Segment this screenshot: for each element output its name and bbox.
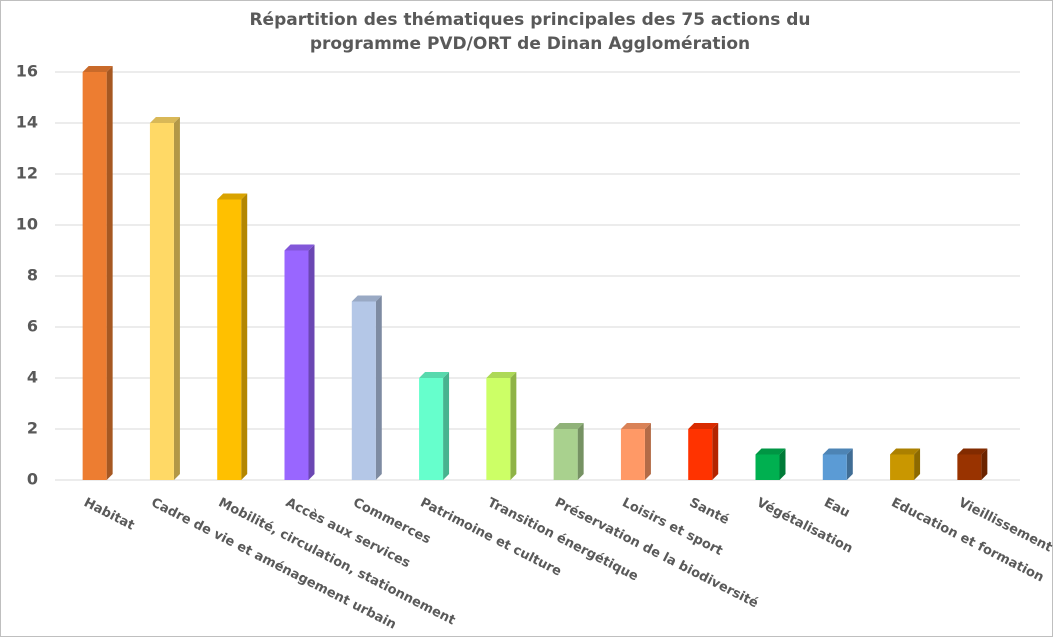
bar-side — [712, 423, 719, 480]
bar-top — [217, 193, 248, 200]
bar — [890, 454, 915, 480]
y-tick-label: 2 — [27, 419, 38, 438]
bar-side — [779, 448, 786, 480]
bar — [82, 72, 107, 480]
bar-side — [644, 423, 651, 480]
bar-side — [846, 448, 853, 480]
bar-side — [173, 117, 180, 480]
y-tick-label: 14 — [16, 113, 38, 132]
y-tick-label: 4 — [27, 368, 38, 387]
y-tick-label: 16 — [16, 62, 38, 81]
bar-top — [822, 448, 853, 455]
bar — [419, 378, 444, 480]
bar-side — [375, 295, 382, 480]
bar-side — [443, 372, 450, 480]
bar — [553, 429, 578, 480]
bar-side — [981, 448, 988, 480]
bar-top — [620, 423, 651, 429]
bar-side — [241, 193, 248, 480]
bar — [149, 123, 174, 480]
y-tick-label: 8 — [27, 266, 38, 285]
bar-top — [284, 244, 315, 251]
bar-side — [914, 448, 921, 480]
y-tick-label: 6 — [27, 317, 38, 336]
bar-top — [419, 372, 450, 378]
bar-top — [957, 448, 988, 455]
y-tick-label: 0 — [27, 470, 38, 489]
bar-top — [351, 295, 382, 302]
chart-title: Répartition des thématiques principales … — [249, 10, 811, 54]
bar — [351, 301, 376, 480]
bar — [822, 454, 847, 480]
bar-top — [553, 423, 584, 429]
bar-top — [755, 448, 786, 455]
bar-side — [577, 423, 584, 480]
bar-side — [510, 372, 517, 480]
bar-top — [890, 448, 921, 455]
y-tick-label: 12 — [16, 164, 38, 183]
bar — [755, 454, 780, 480]
bar-top — [82, 66, 113, 72]
bar-side — [308, 244, 315, 480]
bar — [486, 378, 511, 480]
bar — [284, 250, 309, 480]
bar-top — [149, 117, 180, 123]
bar — [957, 454, 982, 480]
y-tick-label: 10 — [16, 215, 38, 234]
bar-top — [486, 372, 517, 378]
bar-top — [688, 423, 719, 429]
bar-side — [106, 66, 113, 480]
bar — [620, 429, 645, 480]
bar — [217, 199, 242, 480]
bar — [688, 429, 713, 480]
